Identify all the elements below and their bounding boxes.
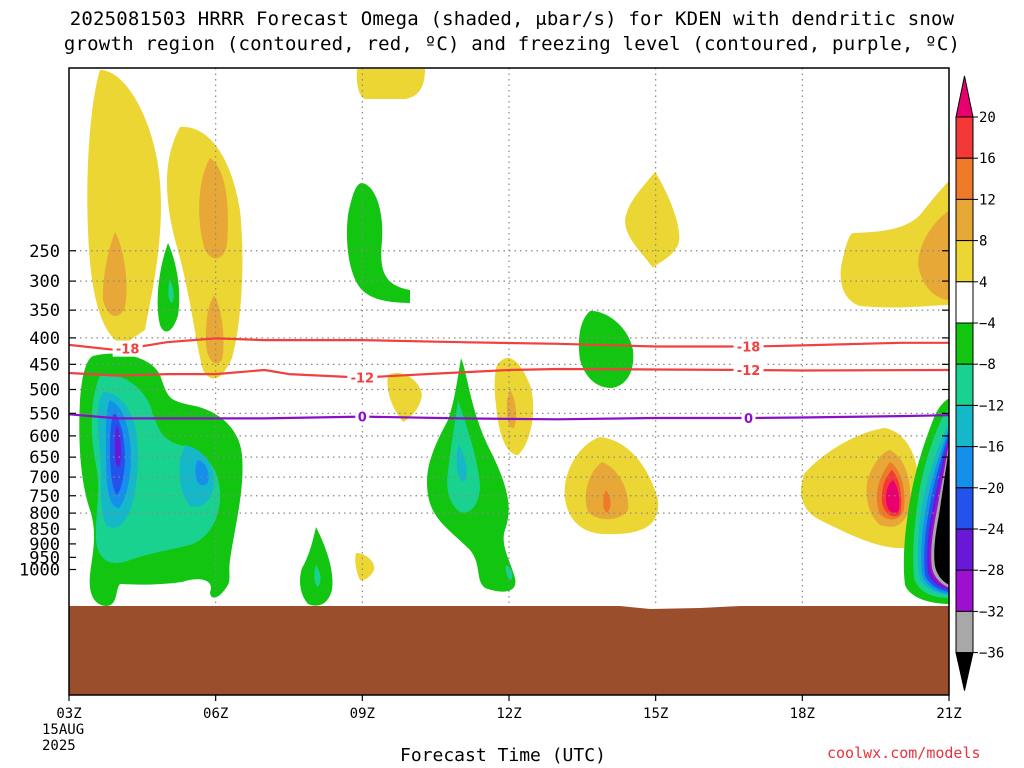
isotherm-label-bg (733, 338, 764, 355)
x-date-line-1: 15AUG (42, 722, 85, 738)
isotherm-label-bg (733, 361, 764, 378)
colorbar: 20 16 12 8 4 −4 −8 −12 −16 −20 −24 −28 −32 −36 (955, 75, 1004, 691)
y-tick-label: 450 (29, 355, 60, 375)
omega-region-8-12 (205, 295, 224, 364)
omega-region-neg-16-20 (195, 460, 209, 486)
isotherm-label-bg (347, 369, 378, 386)
colorbar-bin (955, 116, 974, 159)
x-tick-label: 09Z (350, 706, 375, 722)
isotherm-label: -18 (737, 341, 761, 356)
omega-shading (69, 69, 949, 695)
y-tick-label: 750 (29, 487, 60, 507)
grid-lines (68, 68, 950, 695)
x-tick-label: 12Z (496, 706, 521, 722)
y-tick-label: 950 (29, 548, 60, 568)
y-tick-label: 600 (29, 427, 60, 447)
colorbar-label: −24 (979, 522, 1004, 538)
colorbar-bin (955, 322, 974, 365)
y-tick-label: 350 (29, 301, 60, 321)
colorbar-bin (955, 569, 974, 612)
colorbar-bin (955, 446, 974, 489)
omega-region-neg-4-8 (578, 310, 634, 388)
isotherm-label: -18 (116, 343, 140, 358)
colorbar-label: −28 (979, 563, 1004, 579)
colorbar-label: 16 (979, 151, 996, 167)
colorbar-bin (955, 404, 974, 448)
isotherm-label: -12 (737, 364, 761, 379)
credit-link[interactable]: coolwx.com/models (827, 744, 981, 762)
y-tick-label: 700 (29, 468, 60, 488)
x-date-line-2: 2025 (42, 738, 76, 754)
isotherm-label: 0 (358, 411, 367, 426)
isotherm-label: -12 (351, 372, 375, 387)
colorbar-label: 4 (979, 275, 987, 291)
colorbar-label: −32 (979, 604, 1004, 620)
isotherm-line (68, 337, 949, 352)
isotherm-label: 0 (744, 412, 753, 427)
y-tick-label: 900 (29, 535, 60, 555)
omega-region-8-12 (585, 462, 629, 520)
y-tick-label: 400 (29, 329, 60, 349)
terrain-below-ground (69, 606, 949, 695)
colorbar-label: −8 (979, 357, 996, 373)
y-tick-label: 550 (29, 404, 60, 424)
colorbar-bin (955, 240, 974, 283)
colorbar-label: −12 (979, 398, 1004, 414)
omega-region-neg-8-12 (168, 280, 174, 303)
y-tick-label: 800 (29, 504, 60, 524)
x-axis-label: Forecast Time (UTC) (400, 745, 606, 766)
omega-region-neg-8-12 (314, 565, 321, 587)
omega-region-neg-4-8 (157, 243, 180, 332)
colorbar-label: 12 (979, 192, 996, 208)
colorbar-bin (955, 363, 974, 406)
omega-region-4-8 (387, 372, 422, 422)
colorbar-bin (955, 610, 974, 654)
y-tick-label: 500 (29, 381, 60, 401)
colorbar-label: −4 (979, 316, 996, 332)
colorbar-bin (955, 157, 974, 200)
colorbar-label: −20 (979, 481, 1004, 497)
y-tick-label: 850 (29, 520, 60, 540)
y-tick-label: 1000 (19, 561, 60, 581)
y-tick-label: 250 (29, 242, 60, 262)
omega-region-8-12 (918, 210, 949, 300)
x-tick-label: 03Z (56, 706, 81, 722)
omega-region-neg-8-12 (505, 565, 513, 580)
isotherm-line (68, 413, 950, 421)
colorbar-bin (955, 75, 974, 118)
chart-title-line-2: growth region (contoured, red, ºC) and f… (63, 33, 961, 55)
isotherm-label-bg (741, 409, 756, 426)
x-tick-label: 15Z (643, 706, 668, 722)
colorbar-bin (955, 652, 974, 691)
x-tick-label: 21Z (936, 706, 961, 722)
colorbar-label: 8 (979, 234, 987, 250)
omega-region-gt-20 (886, 480, 900, 513)
colorbar-bin (955, 198, 974, 242)
omega-region-4-8 (625, 172, 680, 268)
colorbar-bin (955, 281, 974, 324)
colorbar-label: 20 (979, 110, 996, 126)
y-tick-label: 650 (29, 448, 60, 468)
colorbar-bin (955, 487, 974, 530)
omega-region-4-8 (355, 553, 375, 581)
omega-region-lt-neg-36 (934, 447, 949, 585)
y-tick-label: 300 (29, 272, 60, 292)
x-tick-label: 06Z (203, 706, 228, 722)
x-tick-label: 18Z (790, 706, 815, 722)
chart-title-line-1: 2025081503 HRRR Forecast Omega (shaded, … (69, 8, 955, 30)
y-axis: 2503003504004505005506006507007508008509… (19, 242, 949, 581)
omega-region-neg-4-8 (346, 183, 410, 303)
omega-region-neg-12-16 (456, 445, 467, 482)
colorbar-bin (955, 528, 974, 571)
isotherm-label-bg (355, 408, 370, 425)
omega-region-8-12 (102, 232, 127, 316)
omega-region-8-12 (199, 158, 228, 259)
isotherm-contours: -18 -18 -12 -12 0 0 (68, 337, 950, 427)
colorbar-label: −16 (979, 440, 1004, 456)
colorbar-label: −36 (979, 646, 1004, 662)
x-axis: 03Z 06Z 09Z 12Z 15Z 18Z 21Z (56, 695, 962, 722)
omega-region-4-8 (356, 69, 425, 99)
isotherm-label-bg (112, 340, 143, 357)
